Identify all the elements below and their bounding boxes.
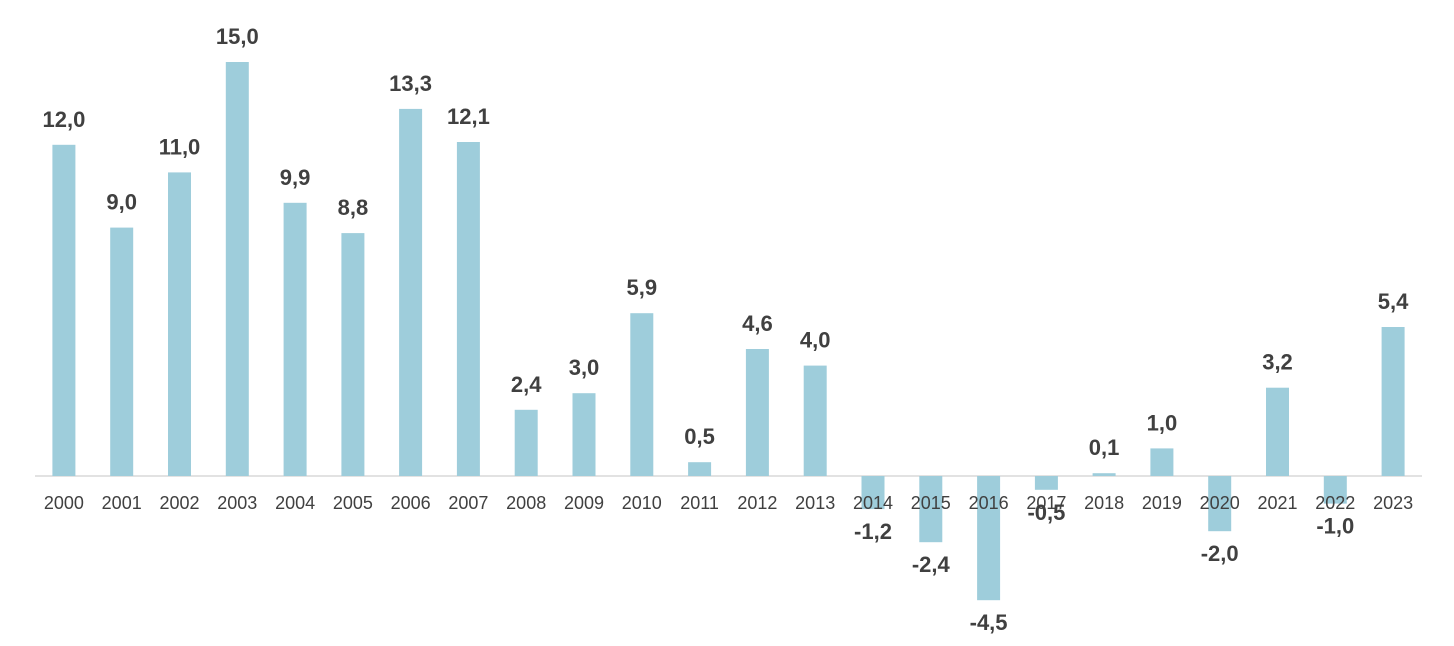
x-tick-label: 2008 <box>506 493 546 513</box>
data-label: 12,0 <box>42 107 85 132</box>
bar-2009 <box>572 393 596 476</box>
x-tick-label: 2016 <box>969 493 1009 513</box>
bar-2005 <box>341 233 365 476</box>
bar-2021 <box>1266 387 1289 476</box>
bar-2013 <box>803 365 827 476</box>
x-tick-label: 2003 <box>217 493 257 513</box>
data-label: 15,0 <box>216 24 259 49</box>
bars <box>52 62 1405 601</box>
data-label: -4,5 <box>970 610 1008 635</box>
x-tick-label: 2015 <box>911 493 951 513</box>
x-tick-label: 2011 <box>680 493 719 513</box>
data-label: 5,4 <box>1378 289 1409 314</box>
x-tick-label: 2023 <box>1373 493 1413 513</box>
bar-2022 <box>1323 476 1347 504</box>
data-label: 5,9 <box>627 275 658 300</box>
data-label: -1,0 <box>1316 514 1354 539</box>
data-label: 0,1 <box>1089 435 1120 460</box>
x-tick-label: 2010 <box>622 493 662 513</box>
bar-2007 <box>456 142 480 476</box>
data-label: 1,0 <box>1147 410 1178 435</box>
data-label: 3,0 <box>569 355 600 380</box>
x-tick-label: 2004 <box>275 493 315 513</box>
data-label: 13,3 <box>389 71 432 96</box>
bar-2015 <box>919 476 943 543</box>
data-label: 9,0 <box>106 190 137 215</box>
data-label: 0,5 <box>684 424 715 449</box>
bar-2018 <box>1092 473 1116 476</box>
data-label: 8,8 <box>338 195 369 220</box>
bar-2012 <box>745 349 769 476</box>
x-tick-label: 2018 <box>1084 493 1124 513</box>
x-tick-label: 2012 <box>737 493 777 513</box>
x-tick-label: 2022 <box>1315 493 1355 513</box>
x-tick-label: 2013 <box>795 493 835 513</box>
data-label: -2,0 <box>1201 541 1239 566</box>
bar-2006 <box>399 108 423 477</box>
bar-2017 <box>1034 476 1058 490</box>
bar-2002 <box>168 172 191 476</box>
bar-2019 <box>1150 448 1174 476</box>
bar-2008 <box>514 409 538 476</box>
x-tick-label: 2005 <box>333 493 373 513</box>
x-tick-label: 2009 <box>564 493 604 513</box>
data-label: 9,9 <box>280 165 311 190</box>
data-label: -0,5 <box>1027 500 1065 525</box>
data-labels: 12,0 9,0 11,0 15,0 9,9 8,8 13,3 12,1 2,4 3,0 5,9 0,… <box>42 24 1409 635</box>
data-label: 4,6 <box>742 311 773 336</box>
data-label: -2,4 <box>912 552 951 577</box>
data-label: 12,1 <box>447 104 490 129</box>
bar-2004 <box>283 202 307 477</box>
bar-2001 <box>110 227 134 476</box>
x-tick-labels: 2000 2001 2002 2003 2004 2005 2006 2007 2008 2009… <box>44 493 1413 513</box>
bar-2011 <box>688 462 712 476</box>
x-tick-label: 2007 <box>448 493 488 513</box>
x-tick-label: 2002 <box>159 493 199 513</box>
x-tick-label: 2014 <box>853 493 893 513</box>
x-tick-label: 2019 <box>1142 493 1182 513</box>
bar-2016 <box>977 476 1001 601</box>
x-tick-label: 2021 <box>1257 493 1297 513</box>
data-label: 11,0 <box>159 134 201 159</box>
data-label: -1,2 <box>854 519 892 544</box>
data-label: 2,4 <box>511 372 542 397</box>
bar-2014 <box>861 476 885 510</box>
bar-2010 <box>630 313 654 476</box>
x-tick-label: 2006 <box>391 493 431 513</box>
bar-2000 <box>52 144 76 477</box>
x-tick-label: 2020 <box>1200 493 1240 513</box>
bar-2023 <box>1381 327 1405 476</box>
bar-2003 <box>225 62 249 476</box>
x-tick-label: 2017 <box>1026 493 1066 513</box>
bar-2020 <box>1208 476 1232 532</box>
data-label: 4,0 <box>800 328 831 353</box>
x-tick-label: 2001 <box>102 493 142 513</box>
x-tick-label: 2000 <box>44 493 84 513</box>
data-label: 3,2 <box>1262 350 1293 375</box>
